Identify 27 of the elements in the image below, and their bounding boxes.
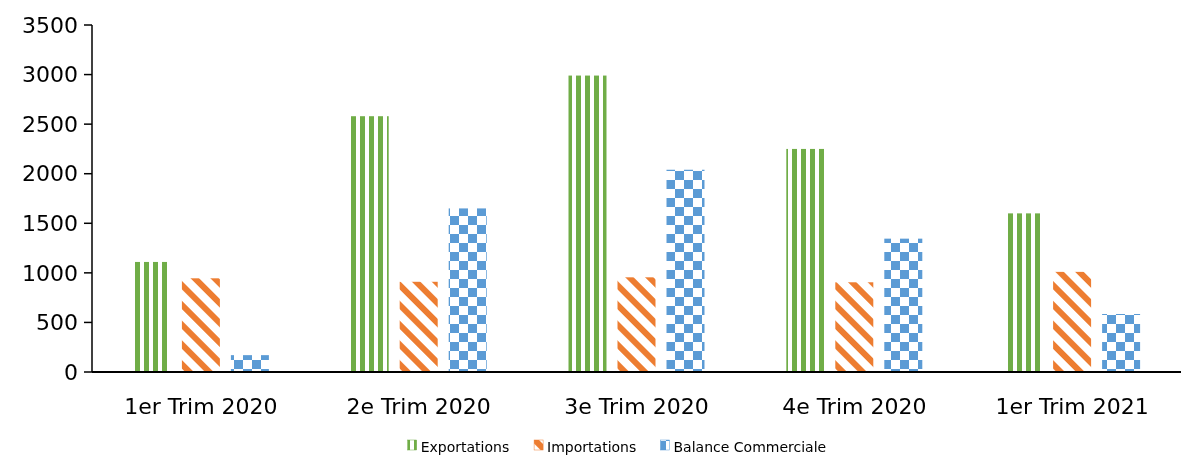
y-tick-label: 0 [64, 359, 78, 385]
y-tick-label: 500 [36, 310, 78, 336]
bar [568, 75, 607, 372]
bar [1053, 271, 1092, 372]
y-tick-label: 1000 [22, 260, 78, 286]
x-tick-label: 2e Trim 2020 [346, 394, 491, 419]
bar [448, 208, 487, 372]
x-tick-label: 3e Trim 2020 [564, 394, 709, 419]
x-tick-label: 1er Trim 2020 [124, 394, 278, 419]
bar [617, 277, 656, 372]
legend-label: Importations [547, 439, 637, 455]
x-tick-label: 1er Trim 2021 [995, 394, 1149, 419]
y-tick-label: 1500 [22, 210, 78, 236]
bar [181, 278, 220, 372]
bar [786, 148, 825, 372]
y-tick-label: 3000 [22, 62, 78, 88]
y-tick-label: 2500 [22, 111, 78, 137]
legend-label: Exportations [420, 439, 510, 455]
x-tick-label: 4e Trim 2020 [782, 394, 927, 419]
bar [399, 281, 438, 372]
legend-label: Balance Commerciale [673, 439, 827, 455]
bar [666, 169, 705, 372]
bar [350, 116, 389, 372]
y-tick-label: 2000 [22, 161, 78, 187]
y-tick-label: 3500 [22, 12, 78, 38]
bar [835, 282, 874, 372]
bar [884, 238, 923, 372]
